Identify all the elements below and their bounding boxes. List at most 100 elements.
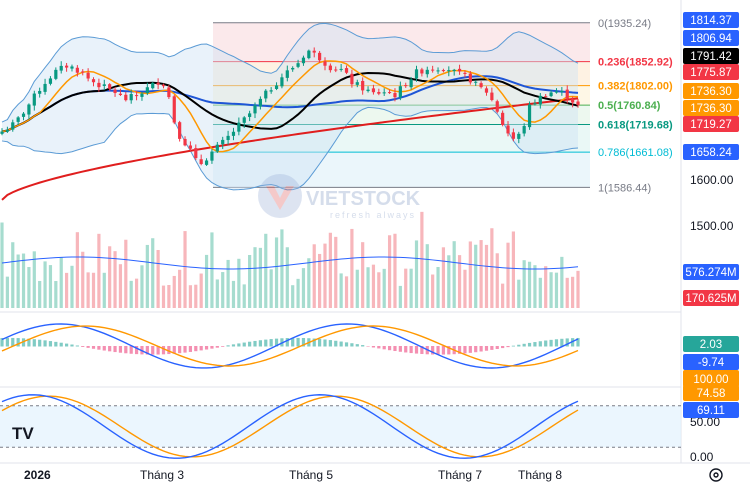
candle-body	[237, 122, 241, 132]
candle-body	[576, 101, 580, 106]
candle-body	[393, 93, 397, 98]
volume-bar	[221, 272, 225, 308]
macd-histogram-bar	[371, 346, 376, 348]
candle-body	[495, 101, 499, 112]
x-tick-label: 2026	[24, 468, 51, 482]
macd-histogram-bar	[533, 342, 537, 347]
macd-histogram-bar	[527, 342, 532, 347]
macd-histogram-bar	[511, 345, 516, 347]
macd-histogram-bar	[75, 345, 79, 347]
volume-bar	[124, 239, 128, 308]
volume-bar	[70, 265, 74, 308]
candle-body	[339, 68, 343, 70]
fib-level-label: 0.382(1802.00)	[598, 81, 673, 93]
volume-bar	[178, 269, 182, 308]
volume-bar	[54, 281, 58, 308]
macd-badge: -9.74	[683, 354, 739, 370]
tradingview-logo-icon[interactable]: TV	[12, 424, 34, 443]
price-badge: 1658.24	[683, 144, 739, 160]
volume-ma-line	[1, 256, 579, 270]
volume-bar	[366, 267, 370, 308]
candle-body	[194, 148, 198, 159]
fib-level-label: 0.618(1719.68)	[598, 120, 673, 132]
macd-histogram-bar	[544, 340, 548, 347]
candle-body	[522, 126, 526, 134]
price-badge-bg	[683, 264, 739, 280]
candle-body	[199, 159, 203, 164]
stoch-badge: 69.11	[683, 402, 739, 418]
volume-bar	[339, 273, 343, 308]
candle-body	[253, 105, 257, 114]
volume-bar	[64, 272, 69, 308]
candle-body	[140, 93, 144, 97]
macd-histogram-bar	[0, 337, 4, 347]
volume-bar	[172, 275, 176, 308]
candle-body	[91, 79, 96, 83]
volume-bar	[549, 272, 553, 308]
volume-bar	[188, 285, 193, 308]
candle-body	[511, 132, 516, 139]
fibonacci-labels: 0(1935.24) 0.236(1852.92) 0.382(1802.00) 0.…	[598, 18, 673, 195]
volume-bar	[361, 242, 365, 308]
volume-bar	[38, 280, 42, 308]
x-tick-label: Tháng 7	[438, 468, 482, 482]
macd-histogram-bar	[172, 346, 176, 354]
candle-body	[48, 78, 53, 84]
macd-histogram-bar	[102, 346, 106, 351]
volume-bar	[242, 284, 246, 308]
candle-body	[97, 82, 101, 88]
candle-body	[285, 70, 289, 78]
macd-histogram-bar	[231, 344, 236, 347]
volume-bar	[156, 250, 160, 308]
candle-body	[11, 122, 15, 130]
macd-histogram-bar	[156, 346, 160, 355]
macd-histogram-bar	[194, 346, 198, 352]
volume-bar	[27, 267, 31, 308]
settings-gear-icon[interactable]	[709, 468, 723, 482]
candle-body	[188, 145, 193, 149]
volume-bar	[231, 280, 236, 308]
candle-body	[334, 69, 338, 71]
price-badge-label: -9.74	[698, 357, 725, 369]
candle-body	[269, 90, 273, 92]
candle-body	[226, 135, 230, 141]
volume-bar	[258, 247, 262, 308]
macd-histogram-bar	[27, 338, 31, 347]
volume-bar	[43, 261, 47, 308]
price-badge-bg	[683, 30, 739, 46]
volume-bar	[118, 264, 123, 308]
candle-body	[501, 112, 505, 125]
candle-body	[468, 73, 472, 83]
volume-bar	[517, 279, 521, 308]
macd-histogram-bar	[420, 346, 424, 354]
candle-body	[565, 89, 569, 99]
macd-histogram-bar	[285, 338, 289, 347]
candle-body	[484, 88, 489, 93]
candle-body	[425, 69, 429, 75]
volume-bar	[501, 283, 505, 308]
candle-body	[70, 66, 74, 69]
macd-histogram-bar	[377, 346, 381, 349]
macd-histogram-bar	[398, 346, 402, 352]
candle-body	[307, 50, 311, 59]
volume-bar	[452, 241, 456, 308]
macd-histogram-bar	[387, 346, 392, 351]
price-badge: 1736.30	[683, 100, 739, 116]
candle-body	[517, 133, 521, 139]
volume-bar	[134, 278, 139, 308]
volume-bar	[544, 266, 548, 308]
macd-badge: 2.03	[683, 336, 739, 352]
candle-body	[457, 68, 462, 72]
candle-body	[178, 122, 182, 139]
volume-badge: 170.625M	[683, 290, 739, 306]
volume-bar	[355, 269, 359, 308]
macd-histogram-bar	[522, 343, 526, 347]
price-badge-bg	[683, 116, 739, 132]
candle-body	[361, 80, 365, 91]
macd-histogram-bar	[393, 346, 397, 352]
candle-body	[118, 93, 123, 96]
volume-bar	[495, 253, 499, 308]
price-badge-label: 1736.30	[690, 86, 732, 98]
stoch-k-line	[1, 394, 579, 459]
